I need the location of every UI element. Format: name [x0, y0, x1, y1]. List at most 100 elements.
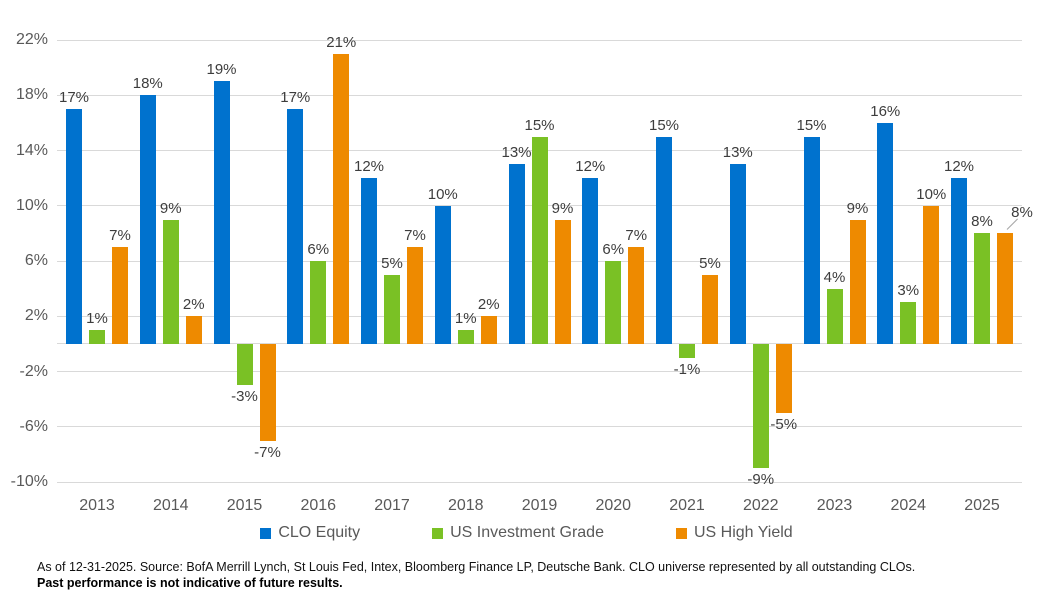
footnote-source: As of 12-31-2025. Source: BofA Merrill L…	[37, 560, 916, 574]
x-axis-label: 2014	[152, 497, 189, 514]
value-label: 1%	[454, 310, 477, 328]
bar-us-high-yield	[333, 53, 350, 344]
value-label: 7%	[404, 227, 426, 245]
y-axis-label: 18%	[15, 86, 48, 104]
value-label: -3%	[231, 388, 258, 406]
bar-us-high-yield	[407, 247, 423, 344]
bar-clo-equity	[361, 178, 377, 344]
value-label: 15%	[796, 116, 827, 134]
x-axis-label: 2021	[669, 497, 705, 514]
value-label: 19%	[206, 61, 237, 79]
x-axis-label: 2025	[964, 497, 1000, 514]
value-label: 9%	[846, 199, 869, 217]
value-label: 3%	[897, 282, 920, 300]
bar-us-investment-grade	[457, 330, 474, 344]
bar-us-investment-grade	[89, 330, 105, 344]
value-label: 6%	[307, 241, 330, 258]
bar-us-high-yield	[702, 274, 718, 344]
value-label: 15%	[524, 116, 555, 134]
bar-us-investment-grade	[900, 302, 917, 344]
gridline	[57, 94, 1022, 96]
value-label: 12%	[575, 158, 606, 176]
x-axis-label: 2016	[300, 497, 337, 514]
bar-us-high-yield	[997, 233, 1013, 344]
value-label: -5%	[770, 415, 798, 433]
bar-clo-equity	[803, 136, 820, 344]
gridline	[57, 481, 1022, 483]
value-label: 13%	[722, 144, 753, 162]
value-label: 5%	[381, 254, 403, 272]
value-label: 4%	[823, 268, 846, 286]
value-label: 1%	[86, 310, 108, 328]
y-axis-label: -6%	[19, 417, 48, 435]
bar-clo-equity	[213, 81, 230, 344]
legend-swatch-icon	[260, 527, 272, 539]
value-label: 18%	[132, 75, 163, 93]
x-axis-label: 2018	[447, 497, 484, 514]
x-axis-label: 2015	[226, 497, 263, 514]
bar-chart: 22% 18% 14% 10% 6% 2% -2% -6% -10% 17% 1% 7% 2013 18%…	[11, 31, 1033, 515]
value-label: 17%	[280, 89, 311, 107]
value-label: 15%	[648, 116, 680, 134]
bar-us-high-yield	[554, 219, 571, 344]
value-label: -1%	[673, 360, 701, 378]
value-label: 13%	[501, 144, 532, 162]
value-label: 9%	[159, 199, 182, 217]
legend-label: US Investment Grade	[450, 524, 604, 541]
y-axis-label: 6%	[24, 252, 48, 269]
bar-us-high-yield	[775, 343, 792, 413]
bar-us-investment-grade	[974, 233, 990, 344]
bar-us-investment-grade	[384, 274, 400, 344]
bar-us-high-yield	[628, 247, 645, 344]
value-label: 7%	[625, 227, 648, 245]
bar-us-high-yield	[849, 219, 866, 344]
bar-clo-equity	[139, 95, 156, 344]
bar-us-investment-grade	[605, 261, 622, 344]
bar-us-investment-grade	[679, 343, 695, 358]
legend-item-clo-equity: CLO Equity	[260, 524, 360, 542]
value-label: 6%	[602, 241, 625, 258]
x-axis-label: 2020	[595, 497, 632, 514]
bar-us-high-yield	[259, 343, 276, 441]
footnote-disclaimer: Past performance is not indicative of fu…	[37, 575, 343, 590]
x-axis-label: 2022	[742, 497, 779, 514]
bar-us-investment-grade	[310, 261, 327, 344]
gridline	[57, 371, 1022, 372]
x-axis-label: 2013	[79, 497, 115, 514]
bar-us-high-yield	[480, 316, 497, 344]
bar-us-investment-grade	[531, 136, 548, 344]
bar-us-investment-grade	[752, 343, 769, 469]
legend-label: CLO Equity	[278, 524, 361, 541]
x-axis-label: 2017	[374, 497, 410, 514]
y-axis-label: 22%	[15, 31, 48, 48]
bar-clo-equity	[951, 178, 967, 344]
legend-label: US High Yield	[693, 524, 793, 541]
value-label: -7%	[254, 443, 281, 461]
bar-clo-equity	[66, 109, 82, 344]
bar-us-high-yield	[923, 205, 940, 344]
bar-clo-equity	[877, 122, 894, 344]
legend-item-us-high-yield: US High Yield	[675, 524, 793, 542]
value-label: 8%	[971, 213, 993, 231]
y-axis-label: -2%	[19, 362, 48, 380]
value-label: 2%	[182, 296, 205, 314]
value-label: 2%	[477, 296, 500, 314]
value-label: 21%	[326, 33, 357, 51]
value-label: 12%	[943, 158, 975, 176]
value-label: 16%	[870, 102, 901, 120]
y-axis-label: 10%	[15, 196, 48, 214]
value-label: 12%	[353, 158, 385, 176]
bar-clo-equity	[729, 164, 746, 344]
value-label: 10%	[916, 185, 947, 203]
value-label: 8%	[1011, 204, 1033, 222]
legend-item-us-investment-grade: US Investment Grade	[432, 524, 604, 542]
bar-clo-equity	[287, 109, 304, 344]
value-label: 9%	[551, 199, 574, 217]
y-axis-label: 14%	[15, 141, 48, 159]
bar-clo-equity	[582, 178, 599, 344]
value-label: 17%	[58, 89, 90, 107]
x-axis-label: 2023	[816, 497, 853, 514]
bar-clo-equity	[656, 136, 672, 344]
bar-us-investment-grade	[162, 219, 179, 344]
